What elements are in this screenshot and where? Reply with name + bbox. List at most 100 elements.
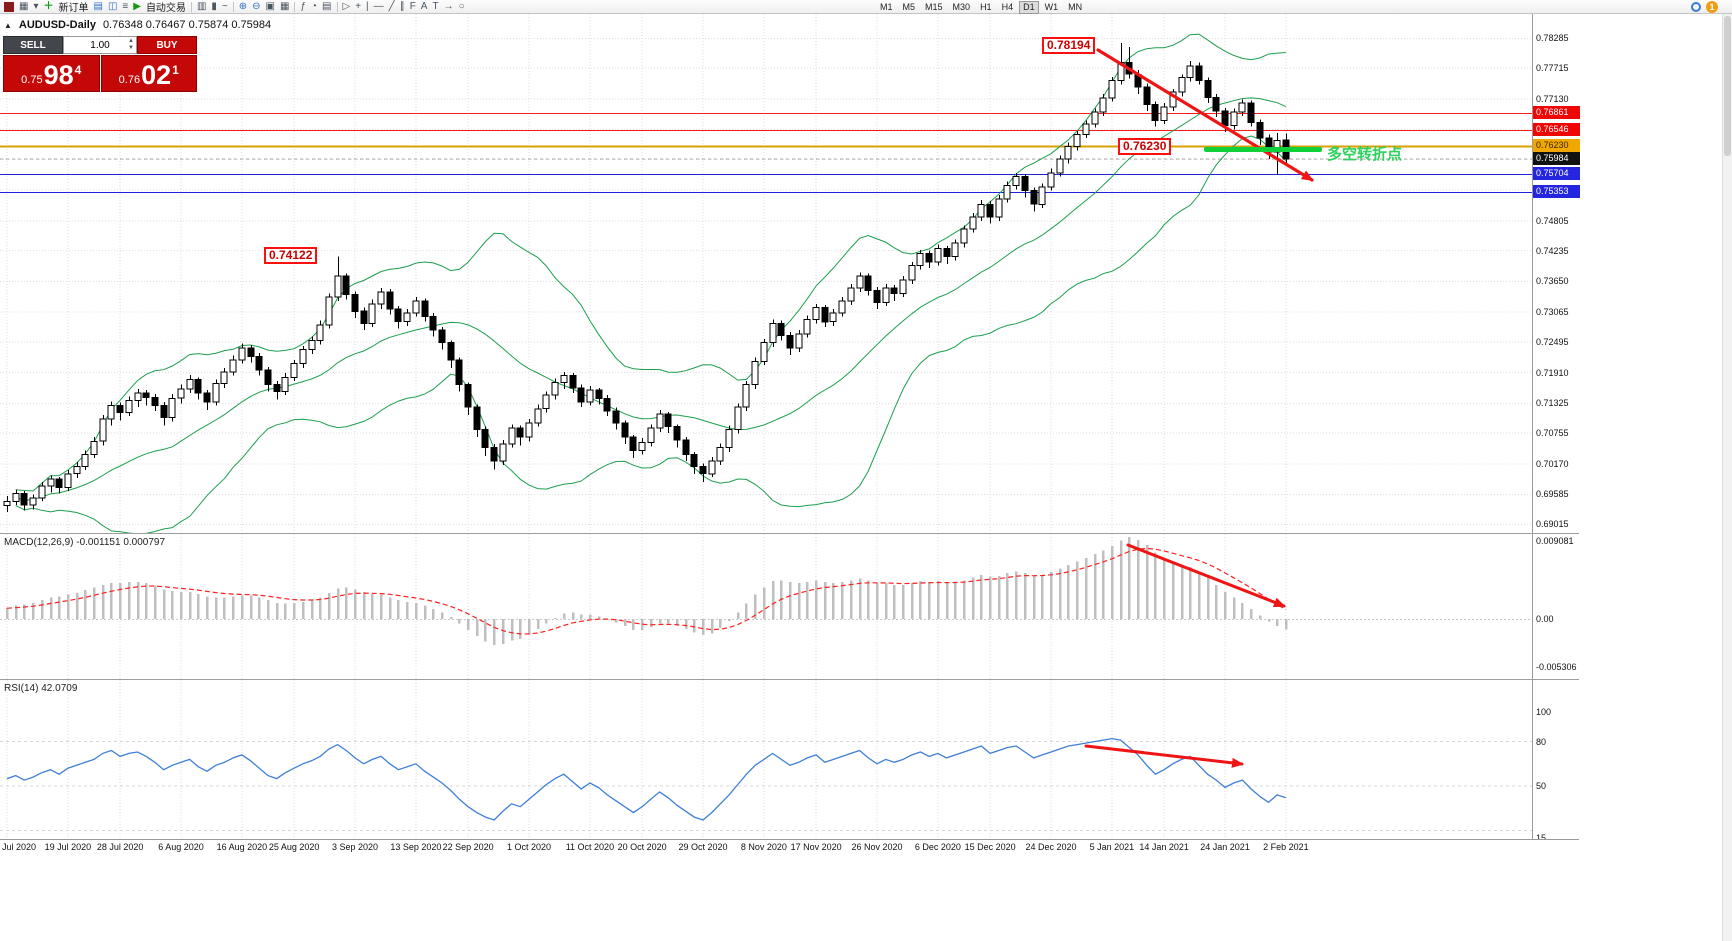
collapse-panel-icon[interactable]: ▲ bbox=[4, 20, 12, 30]
timeframe-button-H1[interactable]: H1 bbox=[980, 2, 992, 12]
channel-icon[interactable]: ∥ bbox=[399, 0, 405, 12]
time-axis-label: 29 Oct 2020 bbox=[678, 842, 728, 852]
lot-spinner[interactable]: ▲ ▼ bbox=[128, 38, 134, 52]
new-order-plus-icon[interactable]: ＋ bbox=[43, 0, 54, 12]
zoom-out-icon[interactable]: ⊖ bbox=[252, 0, 261, 12]
toolbar-separator bbox=[294, 1, 296, 12]
market-watch-icon[interactable]: ▤ bbox=[93, 0, 103, 12]
templates-icon[interactable]: ▤ bbox=[322, 0, 332, 12]
buy-price-box[interactable]: 0.76 02 1 bbox=[100, 55, 197, 92]
autotrade-button[interactable]: 自动交易 bbox=[145, 3, 186, 14]
price-axis-label: 0.69015 bbox=[1536, 519, 1569, 530]
price-annotation-label[interactable]: 0.76230 bbox=[1118, 138, 1172, 155]
price-tag: 0.76230 bbox=[1533, 139, 1580, 153]
rsi-indicator-canvas[interactable] bbox=[0, 680, 1532, 839]
panel-separator-rsi[interactable] bbox=[0, 679, 1579, 680]
toolbar-separator bbox=[232, 1, 234, 12]
tile-windows-icon[interactable]: ▣ bbox=[265, 0, 275, 12]
notification-badge[interactable]: 1 bbox=[1706, 1, 1718, 13]
timeframe-button-H4[interactable]: H4 bbox=[1001, 2, 1014, 12]
time-axis-label: 2 Feb 2021 bbox=[1263, 842, 1309, 852]
new-chart-icon[interactable]: ▦ bbox=[19, 0, 29, 12]
price-tag: 0.76546 bbox=[1533, 122, 1580, 136]
macd-axis-label: 0.00 bbox=[1536, 614, 1554, 624]
app-logo-icon bbox=[4, 1, 14, 12]
data-window-icon[interactable]: ◫ bbox=[107, 0, 118, 12]
horizontal-line-icon[interactable]: — bbox=[373, 0, 384, 12]
time-axis-label: 24 Dec 2020 bbox=[1025, 842, 1077, 852]
time-axis-label: 25 Aug 2020 bbox=[268, 842, 320, 852]
zoom-in-icon[interactable]: ⊕ bbox=[238, 0, 248, 12]
vertical-scrollbar[interactable] bbox=[1722, 14, 1732, 941]
trendline-icon[interactable]: ╱ bbox=[388, 0, 395, 12]
scrollbar-thumb[interactable] bbox=[1724, 16, 1731, 156]
sell-price-box[interactable]: 0.75 98 4 bbox=[3, 55, 100, 92]
lot-size-input[interactable]: 1.00 ▲ ▼ bbox=[63, 36, 137, 54]
toolbar-right-group: 1 bbox=[1691, 1, 1718, 13]
buy-button[interactable]: BUY bbox=[137, 36, 197, 54]
time-axis-label: 16 Aug 2020 bbox=[216, 842, 268, 852]
timeframe-button-M15[interactable]: M15 bbox=[925, 2, 943, 12]
time-axis-label: 26 Nov 2020 bbox=[851, 842, 903, 852]
price-chart-canvas[interactable] bbox=[0, 14, 1532, 533]
macd-axis-label: -0.005306 bbox=[1536, 661, 1577, 672]
price-axis-label: 0.70170 bbox=[1536, 458, 1569, 469]
price-annotation-label[interactable]: 0.74122 bbox=[264, 247, 318, 264]
lot-up-icon[interactable]: ▲ bbox=[128, 38, 134, 44]
panel-separator-macd[interactable] bbox=[0, 533, 1579, 534]
arrow-tool-icon[interactable]: → bbox=[443, 0, 454, 12]
price-axis-label: 0.69585 bbox=[1536, 489, 1569, 500]
rsi-axis-label: 100 bbox=[1536, 707, 1552, 717]
shapes-icon[interactable]: ○ bbox=[458, 0, 465, 12]
price-tag: 0.75984 bbox=[1533, 151, 1580, 165]
cursor-icon[interactable]: ▷ bbox=[342, 0, 351, 12]
timeframe-button-M30[interactable]: M30 bbox=[952, 2, 971, 12]
timeframe-button-W1[interactable]: W1 bbox=[1044, 2, 1059, 12]
autotrade-play-icon[interactable]: ▶ bbox=[133, 0, 141, 12]
timeframe-button-D1[interactable]: D1 bbox=[1019, 1, 1039, 14]
time-axis: Jul 2020 19 Jul 2020 28 Jul 2020 6 Aug 2020… bbox=[0, 839, 1579, 855]
macd-axis-label: 0.009081 bbox=[1536, 536, 1574, 546]
candlestick-icon[interactable]: ▮ bbox=[211, 0, 217, 12]
rsi-label: RSI(14) 42.0709 bbox=[4, 683, 78, 694]
sell-button[interactable]: SELL bbox=[3, 36, 63, 54]
cascade-windows-icon[interactable]: ▦ bbox=[279, 0, 290, 12]
buy-price-pip: 1 bbox=[172, 63, 179, 77]
clock-icon[interactable] bbox=[1691, 2, 1701, 12]
chart-list-caret-icon[interactable]: ▾ bbox=[33, 0, 39, 12]
time-axis-label: 24 Jan 2021 bbox=[1200, 842, 1250, 852]
price-axis-label: 0.71325 bbox=[1536, 398, 1569, 409]
price-axis-border bbox=[1532, 14, 1533, 855]
timeframe-button-MN[interactable]: MN bbox=[1068, 2, 1083, 12]
one-click-trading-panel: SELL 1.00 ▲ ▼ BUY 0.75 98 4 0.76 02 1 bbox=[3, 36, 197, 92]
lot-size-value: 1.00 bbox=[90, 39, 110, 51]
turning-point-text[interactable]: 多空转折点 bbox=[1327, 146, 1403, 163]
time-axis-label: 15 Dec 2020 bbox=[964, 842, 1016, 852]
fibonacci-icon[interactable]: F bbox=[409, 0, 416, 12]
bar-chart-icon[interactable]: ▥ bbox=[196, 0, 207, 12]
time-axis-label: 11 Oct 2020 bbox=[565, 842, 615, 852]
price-axis: 0.78285 0.77715 0.77130 0.74805 0.74235 0.736… bbox=[1533, 14, 1580, 843]
indicators-icon[interactable]: ƒ bbox=[300, 0, 306, 12]
price-annotation-label[interactable]: 0.78194 bbox=[1042, 37, 1096, 54]
turning-point-line[interactable] bbox=[1204, 147, 1322, 152]
navigator-icon[interactable]: ≡ bbox=[122, 0, 129, 12]
price-axis-label: 0.73650 bbox=[1536, 276, 1569, 287]
time-axis-label: 22 Sep 2020 bbox=[442, 842, 494, 852]
time-axis-label: 5 Jan 2021 bbox=[1089, 842, 1135, 852]
price-axis-label: 0.78285 bbox=[1536, 33, 1569, 44]
time-axis-label: 3 Sep 2020 bbox=[331, 842, 379, 852]
label-icon[interactable]: T bbox=[432, 0, 439, 12]
lot-down-icon[interactable]: ▼ bbox=[128, 45, 134, 51]
crosshair-icon[interactable]: + bbox=[355, 0, 362, 12]
periods-icon[interactable]: ◔ bbox=[311, 0, 318, 12]
new-order-button[interactable]: 新订单 bbox=[58, 3, 89, 14]
timeframe-button-M5[interactable]: M5 bbox=[902, 2, 916, 12]
macd-indicator-canvas[interactable] bbox=[0, 534, 1532, 679]
text-icon[interactable]: A bbox=[420, 0, 428, 12]
vertical-line-icon[interactable]: | bbox=[366, 0, 369, 12]
line-chart-icon[interactable]: ~ bbox=[221, 0, 228, 12]
time-axis-label: Jul 2020 bbox=[2, 842, 37, 852]
timeframe-button-M1[interactable]: M1 bbox=[880, 2, 893, 12]
